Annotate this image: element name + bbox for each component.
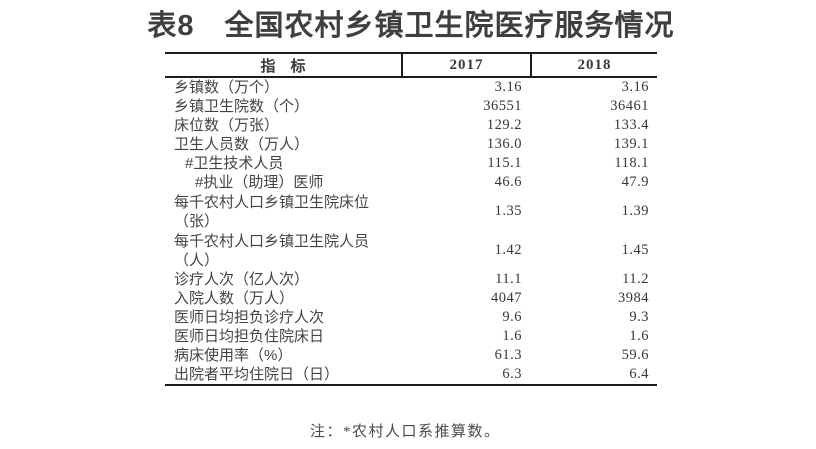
table-row: 医师日均担负诊疗人次 9.6 9.3 [165,308,657,327]
row-label: 入院人数（万人） [174,290,295,307]
row-label: 乡镇卫生院数（个） [174,98,310,115]
value-2018: 1.39 [621,203,649,219]
value-2017: 46.6 [494,174,522,190]
value-2017: 1.6 [502,328,522,344]
footnote: 注：*农村人口系推算数。 [310,424,501,440]
table-row: #执业（助理）医师 46.6 47.9 [165,173,657,192]
value-2018: 3984 [618,290,649,306]
value-2018: 133.4 [613,117,649,133]
value-2018: 1.45 [621,242,649,258]
health-center-service-table: 指 标 2017 2018 乡镇数（万个） 3.16 3.16 乡镇卫生院数（个） 36… [165,52,657,386]
header-row: 指 标 2017 2018 [165,53,657,78]
row-label: 乡镇数（万个） [174,79,280,96]
value-2017: 1.42 [494,242,522,258]
row-label: 床位数（万张） [174,117,280,134]
table-row: 诊疗人次（亿人次） 11.1 11.2 [165,270,657,289]
value-2018: 59.6 [621,347,649,363]
value-2018: 118.1 [614,155,649,171]
column-header-2017: 2017 [401,53,531,78]
value-2017: 1.35 [494,203,522,219]
value-2017: 4047 [491,290,522,306]
table-row: 出院者平均住院日（日） 6.3 6.4 [165,365,657,385]
row-label: 病床使用率（%） [174,347,293,364]
value-2018: 47.9 [621,174,649,190]
row-label: 医师日均担负诊疗人次 [174,309,325,326]
value-2017: 3.16 [494,79,522,95]
value-2017: 129.2 [486,117,522,133]
row-label: 诊疗人次（亿人次） [174,271,310,288]
table-row: 病床使用率（%） 61.3 59.6 [165,346,657,365]
row-label: 每千农村人口乡镇卫生院床位 （张） [174,193,370,230]
table-row: 乡镇卫生院数（个） 36551 36461 [165,97,657,116]
value-2018: 9.3 [629,309,649,325]
table-row: 入院人数（万人） 4047 3984 [165,289,657,308]
value-2018: 139.1 [613,136,649,152]
value-2018: 11.2 [622,271,649,287]
row-label: 卫生人员数（万人） [174,136,310,153]
table-row: 医师日均担负住院床日 1.6 1.6 [165,327,657,346]
value-2017: 11.1 [495,271,522,287]
row-label: 每千农村人口乡镇卫生院人员 （人） [174,232,370,269]
value-2018: 36461 [610,98,649,114]
table-body: 乡镇数（万个） 3.16 3.16 乡镇卫生院数（个） 36551 36461 床位数（万张… [165,77,657,385]
value-2017: 136.0 [486,136,522,152]
value-2018: 1.6 [629,328,649,344]
column-header-2018: 2018 [530,53,657,78]
value-2017: 6.3 [502,366,522,382]
table-row: 每千农村人口乡镇卫生院床位 （张） 1.35 1.39 [165,192,657,231]
row-label: #执业（助理）医师 [195,174,324,191]
value-2017: 115.1 [487,155,522,171]
table-row: 每千农村人口乡镇卫生院人员 （人） 1.42 1.45 [165,231,657,270]
table-row: 乡镇数（万个） 3.16 3.16 [165,77,657,97]
value-2017: 36551 [483,98,522,114]
value-2017: 61.3 [494,347,522,363]
table-title: 表8 全国农村乡镇卫生院医疗服务情况 [147,10,675,42]
value-2018: 3.16 [621,79,649,95]
table-row: #卫生技术人员 115.1 118.1 [165,154,657,173]
table-row: 床位数（万张） 129.2 133.4 [165,116,657,135]
table-row: 卫生人员数（万人） 136.0 139.1 [165,135,657,154]
value-2018: 6.4 [629,366,649,382]
value-2017: 9.6 [502,309,522,325]
row-label: 医师日均担负住院床日 [174,328,325,345]
column-header-indicator: 指 标 [165,53,402,78]
statistics-table: 指 标 2017 2018 乡镇数（万个） 3.16 3.16 乡镇卫生院数（个） 36… [165,52,657,386]
row-label: 出院者平均住院日（日） [174,366,340,383]
row-label: #卫生技术人员 [185,155,284,172]
